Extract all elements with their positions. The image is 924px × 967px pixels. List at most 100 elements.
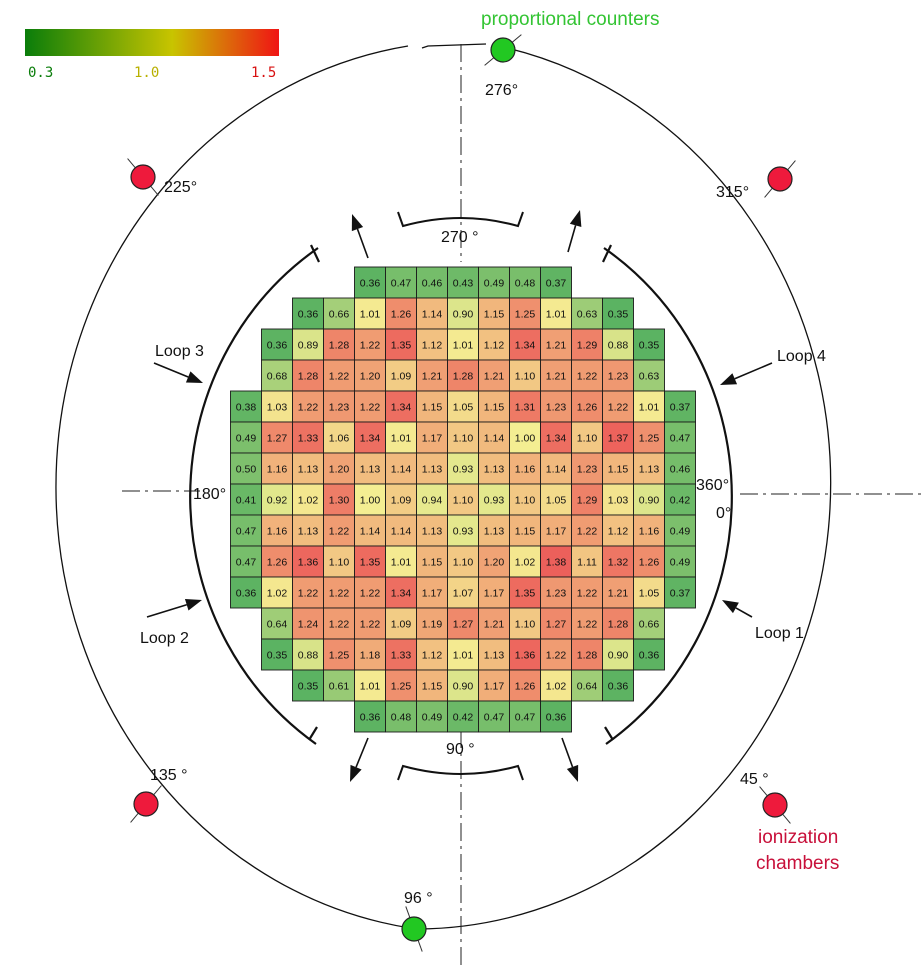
fuel-assembly-cell: 0.36 (602, 669, 634, 702)
fuel-assembly-cell: 1.28 (602, 607, 634, 640)
fuel-assembly-value: 1.13 (422, 464, 443, 476)
fuel-assembly-value: 1.09 (391, 371, 412, 383)
fuel-assembly-fill (540, 638, 572, 671)
fuel-assembly-cell: 1.22 (571, 359, 603, 392)
fuel-assembly-value: 0.47 (236, 526, 257, 538)
fuel-assembly-cell: 1.02 (540, 669, 572, 702)
fuel-assembly-value: 1.13 (422, 526, 443, 538)
fuel-assembly-cell: 1.02 (261, 576, 293, 609)
barrel-arc-right (603, 247, 733, 745)
fuel-assembly-value: 1.24 (298, 619, 319, 631)
color-scale-mid-label: 1.0 (134, 65, 159, 81)
fuel-assembly-value: 0.92 (267, 495, 288, 507)
fuel-assembly-cell: 1.22 (540, 638, 572, 671)
barrel-tick-left-bottom (308, 726, 318, 741)
fuel-assembly-cell: 0.49 (664, 514, 696, 547)
fuel-assembly-cell: 1.12 (416, 638, 448, 671)
fuel-assembly-cell: 0.64 (261, 607, 293, 640)
fuel-assembly-cell: 0.37 (664, 390, 696, 423)
fuel-assembly-fill (292, 545, 324, 578)
fuel-assembly-fill (664, 576, 696, 609)
fuel-assembly-cell: 1.12 (416, 328, 448, 361)
fuel-assembly-value: 1.34 (391, 588, 412, 600)
fuel-assembly-cell: 0.66 (633, 607, 665, 640)
fuel-assembly-value: 0.49 (670, 557, 691, 569)
fuel-assembly-cell: 1.15 (478, 390, 510, 423)
fuel-assembly-value: 1.23 (546, 402, 567, 414)
fuel-assembly-fill (385, 483, 417, 516)
fuel-assembly-value: 1.02 (298, 495, 319, 507)
fuel-assembly-value: 1.12 (422, 340, 443, 352)
fuel-assembly-fill (385, 390, 417, 423)
fuel-assembly-value: 1.35 (360, 557, 381, 569)
fuel-assembly-cell: 1.14 (385, 514, 417, 547)
fuel-assembly-cell: 1.22 (354, 328, 386, 361)
fuel-assembly-cell: 0.89 (292, 328, 324, 361)
proportional-counter-96 (401, 906, 427, 952)
fuel-assembly-value: 0.47 (670, 433, 691, 445)
fuel-assembly-cell: 1.19 (416, 607, 448, 640)
fuel-assembly-value: 1.16 (267, 526, 288, 538)
fuel-assembly-value: 0.63 (639, 371, 660, 383)
fuel-assembly-fill (261, 421, 293, 454)
fuel-assembly-value: 1.01 (639, 402, 660, 414)
fuel-assembly-cell: 1.14 (540, 452, 572, 485)
fuel-assembly-value: 1.03 (608, 495, 629, 507)
fuel-assembly-value: 1.13 (360, 464, 381, 476)
fuel-assembly-value: 1.30 (329, 495, 350, 507)
fuel-assembly-cell: 1.16 (509, 452, 541, 485)
fuel-assembly-cell: 1.13 (416, 452, 448, 485)
fuel-assembly-fill (602, 390, 634, 423)
fuel-assembly-value: 1.34 (546, 433, 567, 445)
fuel-assembly-fill (292, 328, 324, 361)
fuel-assembly-cell: 0.36 (261, 328, 293, 361)
fuel-assembly-cell: 1.09 (385, 359, 417, 392)
fuel-assembly-value: 1.36 (298, 557, 319, 569)
fuel-assembly-cell: 1.34 (509, 328, 541, 361)
fuel-assembly-fill (478, 328, 510, 361)
fuel-assembly-cell: 1.16 (261, 452, 293, 485)
fuel-assembly-cell: 1.10 (323, 545, 355, 578)
fuel-assembly-fill (478, 638, 510, 671)
fuel-assembly-cell: 1.22 (323, 607, 355, 640)
fuel-assembly-cell: 1.29 (571, 483, 603, 516)
core-map: 0.36 0.47 0.46 0.43 0.49 0.48 0.37 0.36 0.66 1.01… (230, 266, 696, 733)
fuel-assembly-value: 1.22 (577, 588, 598, 600)
fuel-assembly-value: 1.12 (484, 340, 505, 352)
fuel-assembly-cell: 1.31 (509, 390, 541, 423)
fuel-assembly-cell: 1.29 (571, 328, 603, 361)
fuel-assembly-value: 1.22 (577, 371, 598, 383)
fuel-assembly-value: 1.01 (453, 650, 474, 662)
fuel-assembly-value: 1.23 (546, 588, 567, 600)
fuel-assembly-cell: 1.01 (354, 669, 386, 702)
fuel-assembly-cell: 1.23 (540, 390, 572, 423)
fuel-assembly-fill (540, 483, 572, 516)
fuel-assembly-cell: 1.21 (478, 607, 510, 640)
loop-3-label: Loop 3 (155, 343, 204, 360)
fuel-assembly-value: 0.90 (608, 650, 629, 662)
fuel-assembly-value: 1.15 (422, 402, 443, 414)
shield-top (397, 211, 524, 228)
fuel-assembly-cell: 1.14 (354, 514, 386, 547)
fuel-assembly-value: 1.02 (515, 557, 536, 569)
fuel-assembly-value: 1.20 (360, 371, 381, 383)
fuel-assembly-value: 0.48 (515, 278, 536, 290)
fuel-assembly-value: 1.12 (422, 650, 443, 662)
fuel-assembly-value: 1.15 (608, 464, 629, 476)
fuel-assembly-value: 1.10 (515, 495, 536, 507)
fuel-assembly-cell: 0.37 (540, 266, 572, 299)
fuel-assembly-fill (354, 638, 386, 671)
fuel-assembly-value: 0.63 (577, 309, 598, 321)
fuel-assembly-value: 1.25 (639, 433, 660, 445)
fuel-assembly-value: 1.07 (453, 588, 474, 600)
fuel-assembly-cell: 1.37 (602, 421, 634, 454)
fuel-assembly-value: 1.21 (608, 588, 629, 600)
fuel-assembly-cell: 0.36 (354, 700, 386, 733)
fuel-assembly-fill (416, 576, 448, 609)
fuel-assembly-value: 0.66 (329, 309, 350, 321)
fuel-assembly-cell: 0.41 (230, 483, 262, 516)
fuel-assembly-value: 1.12 (608, 526, 629, 538)
fuel-assembly-value: 0.90 (639, 495, 660, 507)
fuel-assembly-value: 0.49 (484, 278, 505, 290)
fuel-assembly-value: 0.36 (546, 712, 567, 724)
